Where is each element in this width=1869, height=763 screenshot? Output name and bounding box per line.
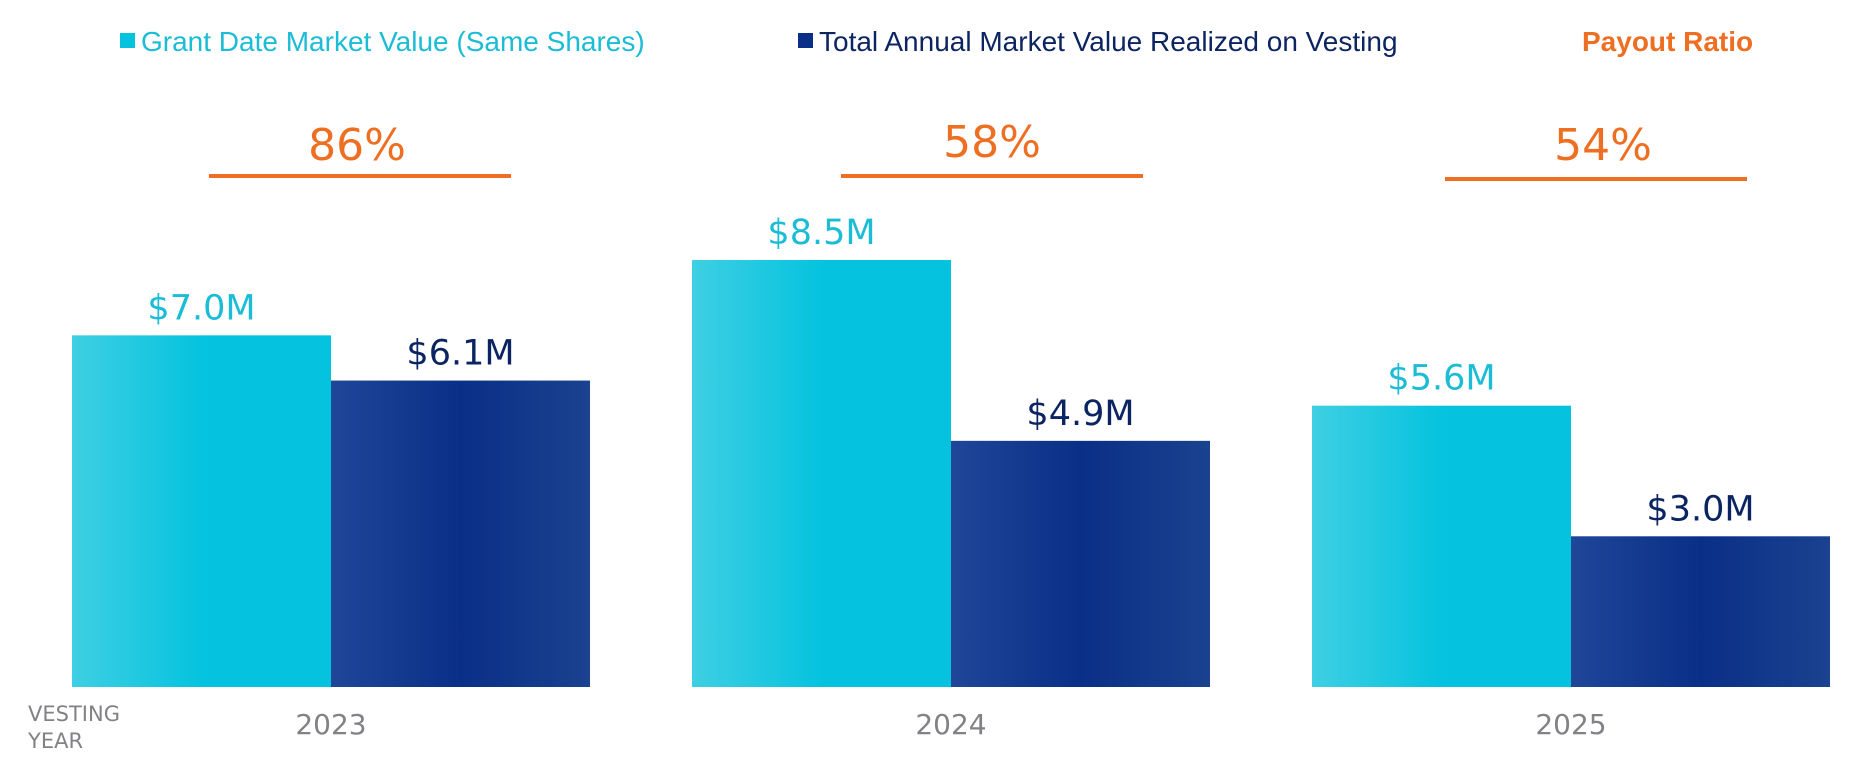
payout-ratio-2024: 58% [943,117,1041,168]
x-tick-2023: 2023 [295,708,366,741]
x-tick-2024: 2024 [915,708,986,741]
value-label-grant-date-2023: $7.0M [147,288,255,328]
legend-label-realized-value: Total Annual Market Value Realized on Ve… [819,26,1398,57]
bar-grant-date-2025 [1312,405,1571,687]
payout-ratios: 86% 58% 54% [209,117,1747,181]
legend-label-payout-ratio: Payout Ratio [1582,26,1753,57]
value-label-realized-value-2023: $6.1M [406,334,514,374]
bar-realized-value-2024 [951,440,1210,687]
bar-realized-value-2023 [331,380,590,687]
x-tick-2025: 2025 [1535,708,1606,741]
payout-ratio-2023: 86% [308,120,406,171]
value-label-realized-value-2025: $3.0M [1646,489,1754,529]
payout-ratio-2025: 54% [1554,120,1652,171]
bars [72,260,1830,687]
legend-label-grant-date: Grant Date Market Value (Same Shares) [141,26,645,57]
value-labels: $7.0M $6.1M $8.5M $4.9M $5.6M $3.0M [147,213,1754,529]
legend: Grant Date Market Value (Same Shares) To… [120,26,1753,57]
x-axis: 2023 2024 2025 VESTING YEAR [27,702,1607,753]
x-axis-title-line-2: YEAR [27,729,83,753]
value-label-realized-value-2024: $4.9M [1026,394,1134,434]
value-label-grant-date-2024: $8.5M [767,213,875,253]
bar-realized-value-2025 [1571,536,1830,687]
value-label-grant-date-2025: $5.6M [1387,359,1495,399]
legend-swatch-realized-value [798,33,813,48]
bar-grant-date-2023 [72,335,331,687]
bar-grant-date-2024 [692,260,951,687]
legend-swatch-grant-date [120,33,135,48]
x-axis-title-line-1: VESTING [28,702,120,726]
